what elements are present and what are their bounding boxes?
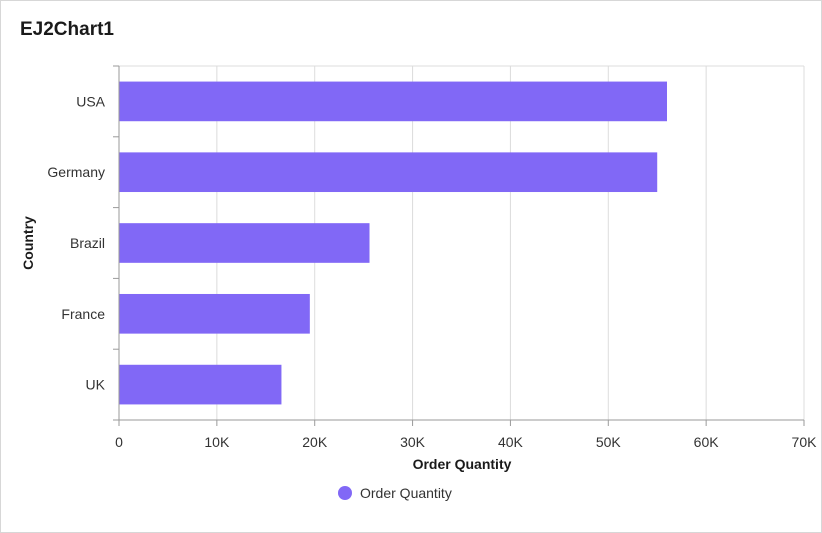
- legend-marker-icon: [338, 486, 352, 500]
- x-tick-label: 50K: [596, 434, 622, 450]
- axes: 0 10K 20K 30K 40K 50K 60K 70K USA Germany Brazil Fr…: [47, 65, 818, 450]
- x-tick-label: 30K: [400, 434, 426, 450]
- y-tick-label: UK: [86, 377, 106, 393]
- y-tick-label: Germany: [47, 164, 105, 180]
- y-axis-title: Country: [20, 216, 36, 270]
- legend-label: Order Quantity: [360, 485, 452, 501]
- bar-brazil: [119, 223, 370, 263]
- bar-usa: [119, 81, 667, 122]
- bars: [119, 81, 667, 405]
- x-tick-label: 0: [115, 434, 123, 450]
- x-tick-label: 40K: [498, 434, 524, 450]
- x-axis-title: Order Quantity: [413, 456, 512, 472]
- y-tick-label: USA: [76, 93, 105, 109]
- y-tick-label: France: [61, 306, 105, 322]
- y-tick-label: Brazil: [70, 235, 105, 251]
- x-tick-label: 10K: [204, 434, 230, 450]
- bar-uk: [119, 364, 282, 405]
- x-tick-label: 60K: [694, 434, 720, 450]
- legend[interactable]: Order Quantity: [338, 485, 452, 501]
- bar-germany: [119, 152, 658, 193]
- bar-france: [119, 293, 310, 334]
- x-tick-label: 20K: [302, 434, 328, 450]
- x-tick-label: 70K: [792, 434, 818, 450]
- chart-title: EJ2Chart1: [20, 19, 114, 40]
